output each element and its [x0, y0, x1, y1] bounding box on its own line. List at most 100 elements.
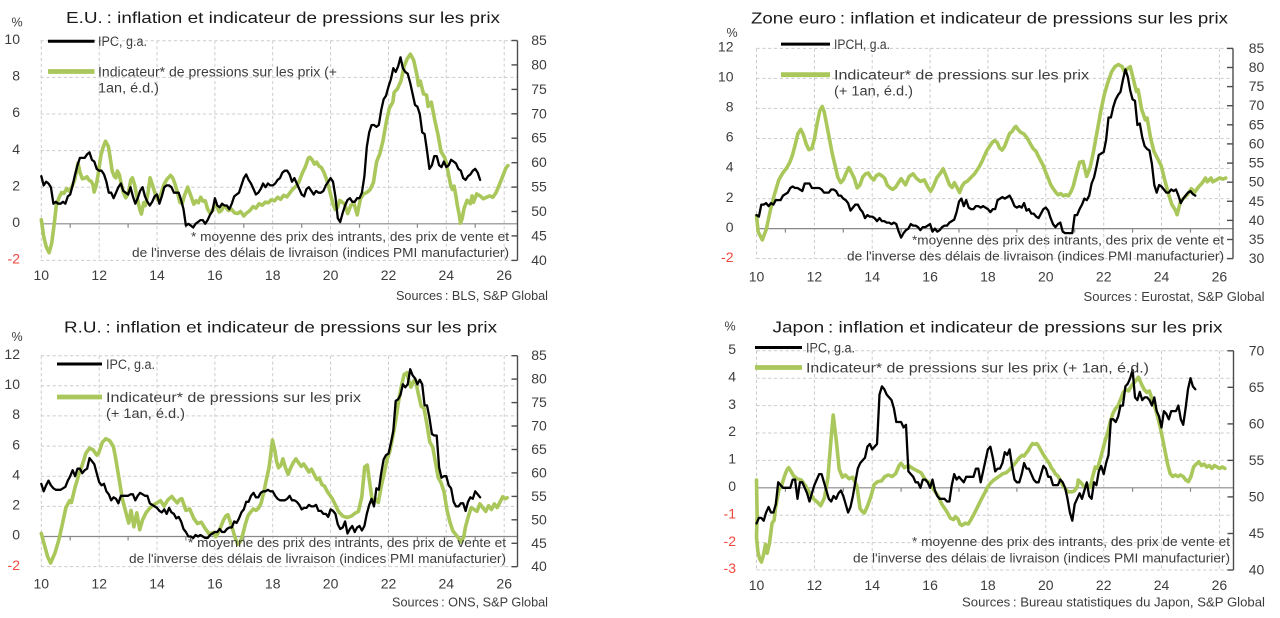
svg-text:14: 14 — [149, 576, 165, 592]
svg-text:80: 80 — [531, 371, 547, 387]
svg-text:2: 2 — [12, 177, 20, 193]
svg-text:14: 14 — [864, 577, 880, 593]
svg-text:55: 55 — [531, 179, 547, 195]
svg-text:40: 40 — [531, 558, 547, 574]
svg-text:22: 22 — [381, 576, 397, 592]
svg-text:6: 6 — [12, 104, 20, 120]
svg-text:70: 70 — [1249, 97, 1265, 113]
svg-text:%: % — [724, 320, 735, 334]
svg-text:12: 12 — [4, 346, 20, 362]
svg-text:18: 18 — [980, 269, 996, 285]
svg-text:* moyenne des prix des intrant: * moyenne des prix des intrants, des pri… — [188, 536, 507, 550]
svg-text:20: 20 — [1038, 577, 1054, 593]
svg-text:12: 12 — [91, 576, 107, 592]
svg-text:12: 12 — [718, 39, 734, 55]
svg-text:24: 24 — [1154, 577, 1170, 593]
svg-text:45: 45 — [1249, 525, 1265, 541]
svg-text:75: 75 — [531, 394, 547, 410]
svg-text:3: 3 — [728, 396, 736, 412]
svg-text:%: % — [11, 330, 22, 344]
svg-text:Sources : ONS, S&P Global: Sources : ONS, S&P Global — [392, 596, 548, 610]
svg-text:0: 0 — [726, 219, 734, 235]
svg-text:10: 10 — [749, 269, 765, 285]
svg-text:12: 12 — [807, 269, 823, 285]
svg-text:0: 0 — [12, 214, 20, 230]
svg-text:Indicateur* de pressions sur l: Indicateur* de pressions sur les prix (+ — [98, 64, 337, 79]
svg-text:de l'inverse des délais de liv: de l'inverse des délais de livraison (in… — [847, 250, 1224, 264]
svg-text:45: 45 — [531, 227, 547, 243]
svg-text:16: 16 — [207, 576, 223, 592]
svg-text:18: 18 — [980, 577, 996, 593]
svg-text:* moyenne des prix des intrant: * moyenne des prix des intrants, des pri… — [912, 535, 1231, 549]
svg-text:18: 18 — [265, 576, 281, 592]
svg-text:(+ 1an, é.d.): (+ 1an, é.d.) — [834, 84, 913, 99]
svg-text:18: 18 — [265, 267, 281, 283]
svg-text:IPC, g.a.: IPC, g.a. — [98, 34, 147, 49]
svg-text:60: 60 — [531, 154, 547, 170]
svg-text:Sources : BLS, S&P Global: Sources : BLS, S&P Global — [396, 289, 548, 303]
svg-text:* moyenne des prix des intrant: * moyenne des prix des intrants, des pri… — [191, 230, 510, 244]
svg-text:45: 45 — [531, 535, 547, 551]
svg-text:60: 60 — [1249, 135, 1265, 151]
svg-text:Sources : Bureau statistiques: Sources : Bureau statistiques du Japon, … — [962, 596, 1265, 610]
svg-text:de l'inverse des délais de liv: de l'inverse des délais de livraison (in… — [132, 246, 509, 260]
svg-text:24: 24 — [1154, 269, 1170, 285]
svg-text:8: 8 — [12, 406, 20, 422]
svg-text:8: 8 — [726, 99, 734, 115]
svg-text:50: 50 — [1249, 174, 1265, 190]
svg-text:IPCH, g.a.: IPCH, g.a. — [834, 37, 890, 52]
svg-text:70: 70 — [531, 105, 547, 121]
svg-text:1: 1 — [728, 451, 736, 467]
svg-text:12: 12 — [91, 267, 107, 283]
svg-text:-2: -2 — [8, 557, 21, 573]
svg-text:4: 4 — [12, 141, 20, 157]
svg-text:Japon : inflation et indicateu: Japon : inflation et indicateur de press… — [773, 320, 1223, 337]
svg-text:4: 4 — [12, 466, 20, 482]
svg-text:24: 24 — [439, 576, 455, 592]
svg-text:60: 60 — [531, 464, 547, 480]
svg-text:%: % — [11, 16, 22, 30]
svg-text:55: 55 — [1249, 452, 1265, 468]
svg-text:Indicateur* de pressions sur l: Indicateur* de pressions sur les prix (+… — [806, 360, 1149, 375]
svg-text:0: 0 — [728, 478, 736, 494]
svg-text:16: 16 — [922, 577, 938, 593]
svg-text:2: 2 — [726, 189, 734, 205]
svg-text:4: 4 — [728, 368, 736, 384]
svg-text:22: 22 — [1096, 269, 1112, 285]
svg-text:45: 45 — [1249, 193, 1265, 209]
svg-text:-1: -1 — [724, 505, 737, 521]
svg-text:-2: -2 — [721, 249, 734, 265]
svg-text:(+ 1an, é.d.): (+ 1an, é.d.) — [106, 406, 185, 421]
svg-text:85: 85 — [1249, 40, 1265, 56]
svg-text:E.U. : inflation et indicateur: E.U. : inflation et indicateur de pressi… — [66, 10, 500, 27]
svg-text:8: 8 — [12, 68, 20, 84]
svg-text:30: 30 — [1249, 250, 1265, 266]
svg-text:80: 80 — [1249, 59, 1265, 75]
svg-text:R.U. : inflation et indicateur: R.U. : inflation et indicateur de pressi… — [64, 320, 497, 337]
svg-text:Indicateur* de pressions sur l: Indicateur* de pressions sur les prix — [106, 390, 361, 405]
svg-text:20: 20 — [323, 576, 339, 592]
svg-text:50: 50 — [531, 511, 547, 527]
svg-text:1an, é.d.): 1an, é.d.) — [98, 80, 159, 95]
svg-text:40: 40 — [1249, 212, 1265, 228]
svg-text:IPC, g.a.: IPC, g.a. — [106, 357, 155, 372]
svg-text:24: 24 — [439, 267, 455, 283]
svg-text:10: 10 — [34, 267, 50, 283]
svg-text:70: 70 — [1249, 342, 1265, 358]
svg-text:6: 6 — [12, 436, 20, 452]
svg-text:12: 12 — [807, 577, 823, 593]
svg-text:14: 14 — [149, 267, 165, 283]
svg-text:75: 75 — [531, 81, 547, 97]
svg-text:35: 35 — [1249, 231, 1265, 247]
svg-text:20: 20 — [1038, 269, 1054, 285]
svg-text:26: 26 — [1212, 269, 1228, 285]
svg-text:65: 65 — [531, 130, 547, 146]
svg-text:4: 4 — [726, 159, 734, 175]
svg-text:40: 40 — [531, 252, 547, 268]
svg-text:16: 16 — [922, 269, 938, 285]
svg-text:85: 85 — [531, 347, 547, 363]
svg-text:26: 26 — [496, 576, 512, 592]
svg-text:65: 65 — [1249, 116, 1265, 132]
svg-text:20: 20 — [323, 267, 339, 283]
svg-text:10: 10 — [34, 576, 50, 592]
